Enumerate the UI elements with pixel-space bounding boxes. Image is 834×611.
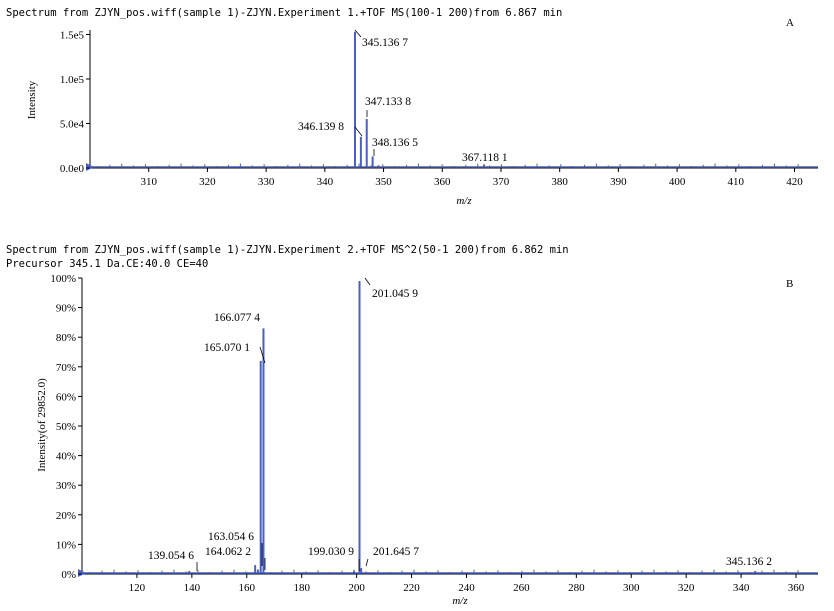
peak-label: 367.118 1 [462,152,508,164]
x-axis-label: m/z [456,195,472,207]
origin-marker [86,163,94,171]
x-tick-label: 240 [458,582,475,594]
peak-label: 163.054 6 [208,531,254,543]
peak-label: 347.133 8 [365,96,411,108]
x-tick-label: 260 [513,582,530,594]
y-tick-label: 40% [56,451,76,463]
origin-marker [78,569,86,577]
y-tick-label: 50% [56,421,76,433]
y-tick-label: 20% [56,510,76,522]
peak-label: 166.077 4 [214,312,260,324]
x-tick-label: 380 [551,176,568,188]
peak-label: 348.136 5 [372,137,418,149]
x-tick-label: 360 [788,582,805,594]
x-tick-label: 120 [129,582,146,594]
panel-b-precursor: Precursor 345.1 Da.CE:40.0 CE=40 [6,258,209,270]
x-tick-label: 400 [669,176,686,188]
y-tick-label: 80% [56,332,76,344]
peak-label-leader [259,346,266,364]
x-tick-label: 160 [239,582,256,594]
spectrum-panel-a: 0.0e0 5.0e4 1.0e5 1.5e5 310 320 330 340 350 360 37… [26,29,818,207]
x-tick-label: 410 [728,176,745,188]
x-tick-label: 140 [184,582,201,594]
x-tick-label: 330 [258,176,275,188]
panel-b-letter: B [786,278,794,290]
x-tick-label: 340 [733,582,750,594]
panel-a-header: Spectrum from ZJYN_pos.wiff(sample 1)-ZJ… [6,7,563,19]
peak-label: 139.054 6 [148,550,194,562]
x-tick-label: 180 [293,582,310,594]
y-tick-label: 100% [50,273,76,285]
peak-label-leader [354,126,363,137]
peak-label: 346.139 8 [298,121,344,133]
x-tick-label: 310 [140,176,157,188]
x-tick-label: 420 [786,176,803,188]
spectrum-panel-b: 0% 10% 20% 30% 40% 50% 60% 70% 80% 90% 100% 120 140 1… [36,273,818,607]
y-tick-label: 0.0e0 [60,163,85,175]
y-tick-label: 1.5e5 [60,29,85,41]
x-tick-label: 220 [403,582,420,594]
peak-label: 345.136 2 [726,556,772,568]
y-tick-label: 1.0e5 [60,74,85,86]
peak-label: 165.070 1 [204,342,250,354]
y-tick-label: 10% [56,539,76,551]
x-tick-label: 360 [434,176,451,188]
y-axis-label: Intensity(of 29852.0) [36,378,48,472]
y-tick-label: 5.0e4 [60,118,85,130]
x-axis-label: m/z [452,595,468,607]
peak-label-leader [354,29,362,38]
x-tick-label: 370 [493,176,510,188]
x-tick-label: 390 [610,176,627,188]
peak-label: 199.030 9 [308,546,354,558]
peak-label-leader [365,558,369,567]
y-axis-label: Intensity [26,80,38,119]
x-tick-label: 280 [568,582,585,594]
x-tick-label: 200 [348,582,365,594]
x-tick-label: 320 [678,582,695,594]
panel-b-header: Spectrum from ZJYN_pos.wiff(sample 1)-ZJ… [6,244,569,256]
panel-a-letter: A [786,17,794,29]
x-tick-label: 340 [317,176,334,188]
peak-label: 201.045 9 [372,288,418,300]
y-tick-label: 70% [56,362,76,374]
x-tick-label: 300 [623,582,640,594]
peak-label: 201.645 7 [373,546,419,558]
peak-label-leader [364,277,371,286]
x-tick-label: 320 [199,176,216,188]
y-tick-label: 60% [56,391,76,403]
x-tick-label: 350 [375,176,392,188]
peak-label: 164.062 2 [205,546,251,558]
y-tick-label: 30% [56,480,76,492]
y-tick-label: 90% [56,303,76,315]
peak-label: 345.136 7 [362,37,408,49]
y-tick-label: 0% [61,569,76,581]
